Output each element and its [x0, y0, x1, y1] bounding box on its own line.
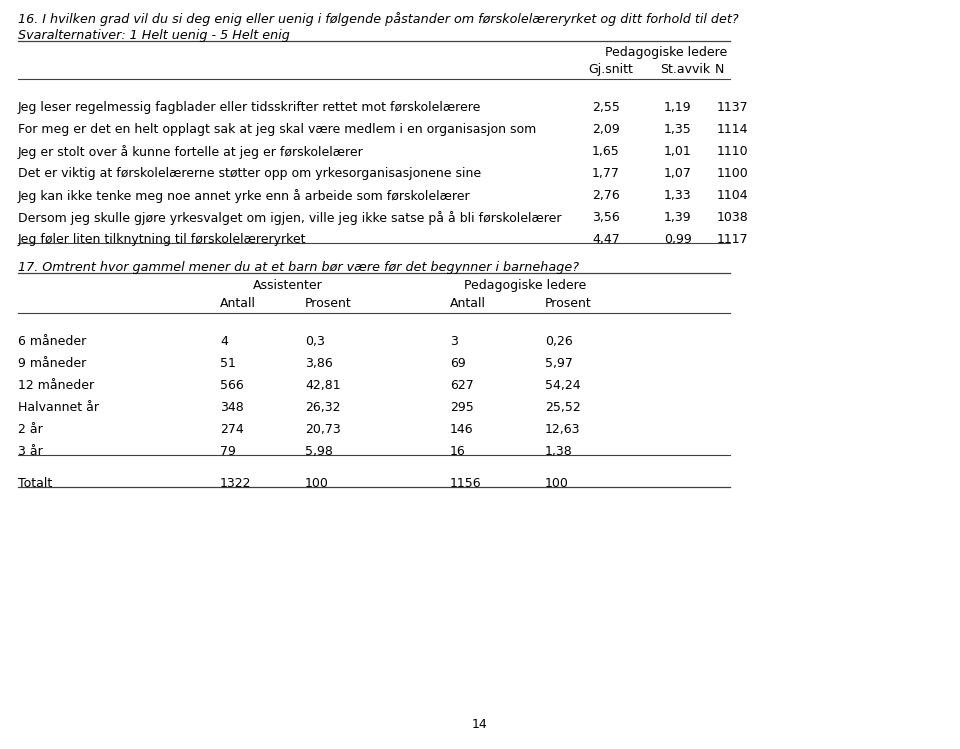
Text: 51: 51: [220, 357, 236, 370]
Text: 627: 627: [450, 379, 473, 392]
Text: Jeg leser regelmessig fagblader eller tidsskrifter rettet mot førskolelærere: Jeg leser regelmessig fagblader eller ti…: [18, 101, 481, 114]
Text: 1,39: 1,39: [664, 211, 691, 224]
Text: Det er viktig at førskolelærerne støtter opp om yrkesorganisasjonene sine: Det er viktig at førskolelærerne støtter…: [18, 167, 481, 180]
Text: 348: 348: [220, 401, 244, 414]
Text: For meg er det en helt opplagt sak at jeg skal være medlem i en organisasjon som: For meg er det en helt opplagt sak at je…: [18, 123, 537, 136]
Text: 2 år: 2 år: [18, 423, 43, 436]
Text: 17. Omtrent hvor gammel mener du at et barn bør være før det begynner i barnehag: 17. Omtrent hvor gammel mener du at et b…: [18, 261, 579, 274]
Text: 1117: 1117: [717, 233, 749, 246]
Text: 100: 100: [545, 477, 569, 490]
Text: Assistenter: Assistenter: [252, 279, 323, 292]
Text: 54,24: 54,24: [545, 379, 581, 392]
Text: 0,3: 0,3: [305, 335, 324, 348]
Text: 42,81: 42,81: [305, 379, 341, 392]
Text: 26,32: 26,32: [305, 401, 341, 414]
Text: 5,97: 5,97: [545, 357, 573, 370]
Text: 20,73: 20,73: [305, 423, 341, 436]
Text: 1156: 1156: [450, 477, 482, 490]
Text: 4,47: 4,47: [592, 233, 620, 246]
Text: 2,55: 2,55: [592, 101, 620, 114]
Text: Jeg føler liten tilknytning til førskolelæreryrket: Jeg føler liten tilknytning til førskole…: [18, 233, 306, 246]
Text: 1104: 1104: [717, 189, 749, 202]
Text: Prosent: Prosent: [545, 297, 591, 310]
Text: 3,56: 3,56: [592, 211, 620, 224]
Text: 6 måneder: 6 måneder: [18, 335, 86, 348]
Text: 69: 69: [450, 357, 466, 370]
Text: Antall: Antall: [450, 297, 486, 310]
Text: 0,99: 0,99: [664, 233, 692, 246]
Text: 4: 4: [220, 335, 228, 348]
Text: 1,01: 1,01: [664, 145, 692, 158]
Text: 16. I hvilken grad vil du si deg enig eller uenig i følgende påstander om førsko: 16. I hvilken grad vil du si deg enig el…: [18, 12, 738, 26]
Text: 1,07: 1,07: [664, 167, 692, 180]
Text: Pedagogiske ledere: Pedagogiske ledere: [606, 46, 728, 59]
Text: Totalt: Totalt: [18, 477, 52, 490]
Text: Jeg er stolt over å kunne fortelle at jeg er førskolelærer: Jeg er stolt over å kunne fortelle at je…: [18, 145, 364, 159]
Text: 1,19: 1,19: [664, 101, 691, 114]
Text: Antall: Antall: [220, 297, 256, 310]
Text: 274: 274: [220, 423, 244, 436]
Text: 3: 3: [450, 335, 458, 348]
Text: Gj.snitt: Gj.snitt: [588, 63, 633, 76]
Text: 12 måneder: 12 måneder: [18, 379, 94, 392]
Text: 100: 100: [305, 477, 329, 490]
Text: 2,09: 2,09: [592, 123, 620, 136]
Text: 3 år: 3 år: [18, 445, 43, 458]
Text: 146: 146: [450, 423, 473, 436]
Text: 1,33: 1,33: [664, 189, 691, 202]
Text: Pedagogiske ledere: Pedagogiske ledere: [464, 279, 587, 292]
Text: Prosent: Prosent: [305, 297, 351, 310]
Text: Halvannet år: Halvannet år: [18, 401, 99, 414]
Text: 1038: 1038: [717, 211, 749, 224]
Text: 14: 14: [472, 718, 488, 731]
Text: Svaralternativer: 1 Helt uenig - 5 Helt enig: Svaralternativer: 1 Helt uenig - 5 Helt …: [18, 29, 290, 42]
Text: 295: 295: [450, 401, 473, 414]
Text: 1137: 1137: [717, 101, 749, 114]
Text: 1110: 1110: [717, 145, 749, 158]
Text: 1,65: 1,65: [592, 145, 620, 158]
Text: 2,76: 2,76: [592, 189, 620, 202]
Text: Jeg kan ikke tenke meg noe annet yrke enn å arbeide som førskolelærer: Jeg kan ikke tenke meg noe annet yrke en…: [18, 189, 470, 203]
Text: N: N: [715, 63, 725, 76]
Text: St.avvik: St.avvik: [660, 63, 710, 76]
Text: 25,52: 25,52: [545, 401, 581, 414]
Text: 1,38: 1,38: [545, 445, 573, 458]
Text: 16: 16: [450, 445, 466, 458]
Text: 1322: 1322: [220, 477, 252, 490]
Text: 79: 79: [220, 445, 236, 458]
Text: 12,63: 12,63: [545, 423, 581, 436]
Text: 1100: 1100: [717, 167, 749, 180]
Text: 0,26: 0,26: [545, 335, 573, 348]
Text: 566: 566: [220, 379, 244, 392]
Text: 1,35: 1,35: [664, 123, 692, 136]
Text: Dersom jeg skulle gjøre yrkesvalget om igjen, ville jeg ikke satse på å bli førs: Dersom jeg skulle gjøre yrkesvalget om i…: [18, 211, 562, 225]
Text: 1114: 1114: [717, 123, 749, 136]
Text: 1,77: 1,77: [592, 167, 620, 180]
Text: 5,98: 5,98: [305, 445, 333, 458]
Text: 3,86: 3,86: [305, 357, 333, 370]
Text: 9 måneder: 9 måneder: [18, 357, 86, 370]
